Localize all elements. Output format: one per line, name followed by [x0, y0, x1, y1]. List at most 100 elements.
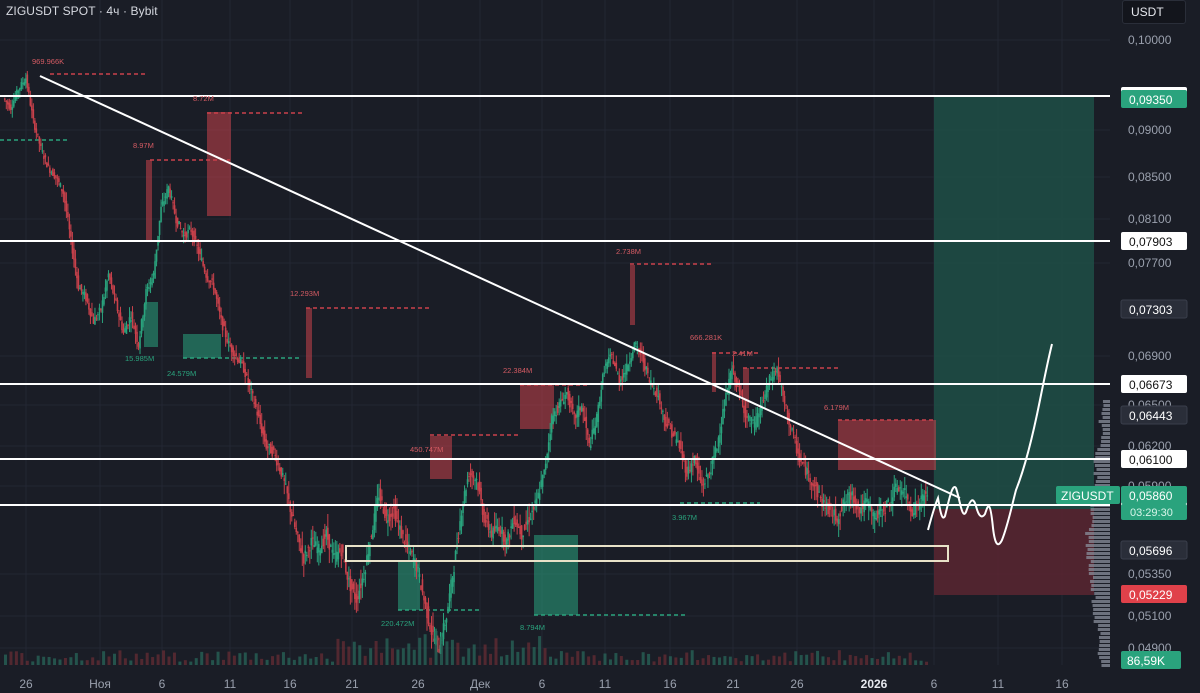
candle-body [44, 155, 47, 158]
candle-body [268, 444, 271, 446]
candle-body [58, 178, 60, 183]
candle-body [438, 648, 440, 653]
volume-bar [658, 656, 661, 665]
candle-body [636, 346, 639, 349]
volume-annotation-label: 969.966K [32, 57, 64, 66]
volume-box [306, 308, 312, 378]
candle-body [495, 525, 497, 529]
volume-bar [358, 645, 362, 665]
candle-body [516, 519, 518, 528]
candle-body [289, 501, 292, 512]
candle-body [794, 436, 796, 439]
candle-body [25, 78, 27, 84]
volume-bar [559, 651, 563, 665]
volume-bar [320, 653, 324, 665]
volume-bar [145, 652, 149, 665]
volume-profile-bar [1088, 536, 1118, 539]
volume-profile-bar [1094, 484, 1118, 487]
volume-box [144, 302, 158, 347]
time-tick-label: 2026 [861, 677, 888, 691]
candle-body [417, 567, 419, 569]
candle-body [432, 625, 434, 633]
candle-body [707, 474, 709, 479]
candle-body [729, 372, 732, 388]
volume-bar [876, 658, 879, 665]
horizontal-levels[interactable] [0, 95, 1120, 506]
candle-body [529, 518, 532, 520]
candle-body [678, 440, 681, 449]
candle-body [613, 362, 616, 367]
candle-body [546, 453, 548, 459]
candle-body [236, 358, 239, 363]
candle-body [113, 293, 116, 295]
candle-body [274, 454, 277, 456]
volume-bar [832, 660, 836, 665]
stop-loss-zone[interactable] [934, 509, 1094, 595]
candle-body [463, 491, 466, 504]
candle-body [726, 392, 729, 394]
candle-body [822, 499, 825, 503]
volume-bar [380, 652, 384, 665]
candle-body [854, 495, 856, 504]
candle-body [29, 96, 32, 106]
candle-body [863, 500, 865, 513]
volume-bar [521, 647, 525, 665]
candle-body [905, 496, 908, 498]
volume-bar [837, 650, 841, 665]
candle-body [702, 484, 705, 486]
volume-bar [314, 657, 318, 665]
support-box[interactable] [345, 545, 949, 562]
volume-profile-bar [1086, 552, 1118, 555]
price-tick-label: 0,06200 [1128, 439, 1172, 453]
candle-body [827, 503, 829, 515]
candle-body [911, 509, 914, 516]
volume-profile-bar [1092, 604, 1118, 607]
candle-body [538, 493, 541, 500]
candle-body [764, 394, 766, 399]
candle-body [262, 427, 265, 435]
candle-body [672, 433, 675, 437]
volume-bar [603, 653, 607, 665]
candle-body [618, 375, 621, 385]
candle-body [333, 553, 335, 556]
candle-body [367, 554, 370, 561]
volume-profile-bar [1087, 548, 1118, 551]
time-tick-label: 21 [726, 677, 740, 691]
candle-body [831, 515, 834, 517]
candle-body [480, 487, 482, 501]
candle-body [312, 537, 314, 539]
volume-profile-bar [1091, 600, 1118, 603]
descending-trendline[interactable] [39, 75, 961, 499]
candle-body [681, 450, 684, 459]
time-tick-label: 16 [1055, 677, 1069, 691]
candle-body [384, 503, 386, 518]
volume-bar [734, 658, 738, 665]
candle-body [245, 373, 248, 375]
currency-selector[interactable]: USDT [1122, 0, 1186, 24]
volume-bar [412, 649, 416, 665]
candle-body [812, 483, 814, 487]
price-tag-label: 0,05860 [1129, 489, 1173, 503]
candle-body [825, 502, 828, 504]
take-profit-zone[interactable] [934, 95, 1094, 509]
volume-bar [739, 661, 743, 665]
candle-body [505, 539, 508, 545]
price-tick-label: 0,09000 [1128, 123, 1172, 137]
volume-bar [352, 641, 356, 665]
volume-bar [167, 656, 171, 665]
candle-body [861, 503, 864, 510]
candle-body [232, 347, 234, 356]
volume-annotation-label: 2.738M [616, 247, 641, 256]
price-axis[interactable]: 0,10000 0,09000 0,08500 0,08100 0,07700 0,069… [1110, 0, 1200, 693]
candle-body [798, 453, 801, 462]
candle-body [579, 407, 582, 411]
time-axis[interactable]: 26 Ноя 6 11 16 21 26 Дек 6 11 16 21 26 2026 6 11 16 [0, 672, 1110, 693]
candle-body [173, 205, 176, 214]
volume-bar [281, 652, 285, 665]
projected-path-drawing[interactable] [927, 343, 1053, 546]
candle-body [263, 430, 266, 442]
candle-body [104, 287, 107, 292]
volume-annotation-label: 8.97M [133, 141, 154, 150]
candle-body [65, 200, 68, 212]
